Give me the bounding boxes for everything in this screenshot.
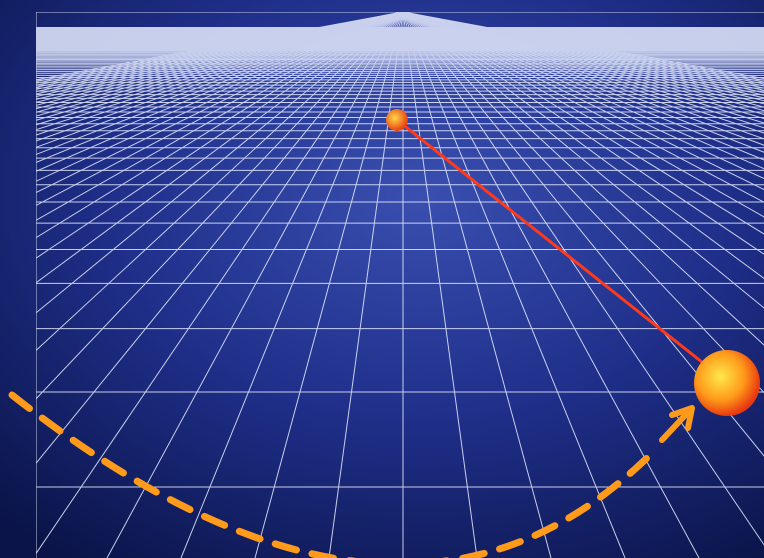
grid-line [402, 12, 764, 218]
grid-line [36, 12, 404, 142]
grid-line [402, 12, 764, 129]
grid-line [402, 12, 764, 146]
grid-line [36, 12, 404, 131]
grid-line [36, 12, 404, 239]
grid-line [402, 12, 764, 457]
perspective-grid [36, 12, 764, 558]
grid-line [402, 12, 764, 161]
grid-line [36, 12, 404, 352]
grid-line [402, 12, 764, 346]
grid-line [402, 12, 764, 255]
grid-line [36, 12, 404, 126]
grid-line [36, 12, 404, 314]
grid-line [36, 12, 404, 110]
grid-line [36, 12, 404, 117]
grid-line [36, 12, 404, 465]
grid-line [402, 12, 764, 180]
grid-line [402, 12, 764, 394]
grid-line [402, 12, 764, 115]
grid-line [402, 12, 764, 546]
grid-line [180, 12, 404, 558]
grid-line [36, 12, 404, 221]
grid-line [402, 12, 700, 558]
grid-line [36, 12, 404, 156]
dashed-arc [8, 391, 654, 558]
grid-line [402, 12, 764, 105]
grid-line [36, 12, 404, 172]
grid-line [402, 12, 764, 191]
grid-line [402, 12, 478, 558]
grid-line [402, 12, 764, 153]
grid-line [402, 12, 764, 120]
grid-line [36, 12, 404, 121]
arc-arrowhead [659, 405, 695, 443]
grid-line [402, 12, 764, 124]
grid-line [402, 12, 764, 134]
small-ball [386, 109, 408, 131]
grid-line [402, 12, 764, 170]
grid-line [36, 12, 404, 136]
grid-line [106, 12, 404, 558]
grid-line [36, 12, 404, 555]
grid-line [402, 12, 764, 235]
grid-line [36, 12, 404, 194]
grid-line [328, 12, 404, 558]
grid-line [36, 12, 404, 106]
grid-line [36, 12, 404, 206]
grid-line [402, 12, 764, 203]
grid-line [36, 12, 404, 163]
large-ball [694, 350, 760, 416]
grid-line [36, 12, 404, 259]
connector-line [396, 118, 723, 380]
grid-line [36, 12, 404, 113]
grid-line [254, 12, 404, 558]
grid-line [402, 12, 764, 140]
grid-line [402, 12, 764, 112]
grid-line [36, 12, 404, 400]
grid-line [402, 12, 552, 558]
grid-line [402, 12, 626, 558]
grid-line [36, 12, 404, 182]
grid-line [36, 12, 404, 284]
grid-line [36, 12, 404, 148]
grid-line [402, 12, 764, 279]
grid-line [402, 12, 764, 108]
grid-line [402, 12, 764, 309]
